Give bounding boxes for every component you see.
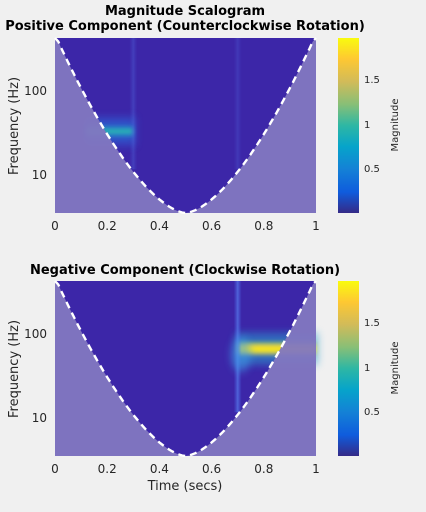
plot-area xyxy=(54,37,317,215)
x-tick-label: 1 xyxy=(312,219,320,233)
colorbar: 0.5 1 1.5 Magnitude xyxy=(338,38,401,213)
x-axis: 0 0.2 0.4 0.6 0.8 1 xyxy=(51,462,320,476)
colorbar-tick-label: 1 xyxy=(364,120,370,131)
y-tick-label: 100 xyxy=(24,84,47,98)
coi-boundary-line xyxy=(54,280,317,458)
x-tick-label: 0.2 xyxy=(98,219,117,233)
transient-glow xyxy=(230,336,251,373)
panel-title: Negative Component (Clockwise Rotation) xyxy=(30,263,340,278)
transient-streak xyxy=(233,38,242,170)
colorbar-tick-label: 0.5 xyxy=(364,407,380,418)
colorbar-tick-label: 1 xyxy=(364,363,370,374)
x-tick-label: 0.2 xyxy=(98,462,117,476)
figure-title: Magnitude Scalogram xyxy=(105,4,265,19)
colorbar-label: Magnitude xyxy=(390,342,401,395)
panel-positive: Positive Component (Counterclockwise Rot… xyxy=(5,19,401,233)
y-tick-label: 10 xyxy=(32,411,47,425)
panel-title: Positive Component (Counterclockwise Rot… xyxy=(5,19,365,34)
y-axis-label: Frequency (Hz) xyxy=(7,77,22,175)
coi-shade xyxy=(55,281,316,456)
y-tick-label: 10 xyxy=(32,168,47,182)
x-tick-label: 1 xyxy=(312,462,320,476)
y-axis-label: Frequency (Hz) xyxy=(7,320,22,418)
colorbar-tick-label: 1.5 xyxy=(364,75,380,86)
x-axis-label: Time (secs) xyxy=(147,479,223,494)
coi-boundary-line xyxy=(54,37,317,215)
colorbar-gradient xyxy=(338,38,359,213)
colorbar-label: Magnitude xyxy=(390,99,401,152)
x-tick-label: 0.6 xyxy=(202,219,221,233)
colorbar: 0.5 1 1.5 Magnitude xyxy=(338,281,401,456)
x-tick-label: 0 xyxy=(51,462,59,476)
colorbar-gradient xyxy=(338,281,359,456)
y-axis: 10 100 xyxy=(24,327,47,425)
panel-negative: Negative Component (Clockwise Rotation) … xyxy=(7,263,401,494)
coi-shade xyxy=(55,38,316,213)
x-tick-label: 0 xyxy=(51,219,59,233)
x-axis: 0 0.2 0.4 0.6 0.8 1 xyxy=(51,219,320,233)
y-tick-label: 100 xyxy=(24,327,47,341)
colorbar-tick-label: 1.5 xyxy=(364,318,380,329)
x-tick-label: 0.6 xyxy=(202,462,221,476)
x-tick-label: 0.4 xyxy=(150,462,169,476)
x-tick-label: 0.8 xyxy=(254,462,273,476)
x-tick-label: 0.8 xyxy=(254,219,273,233)
colorbar-tick-label: 0.5 xyxy=(364,164,380,175)
transient-streak xyxy=(129,38,138,170)
y-axis: 10 100 xyxy=(24,84,47,182)
x-tick-label: 0.4 xyxy=(150,219,169,233)
plot-area xyxy=(54,280,318,458)
